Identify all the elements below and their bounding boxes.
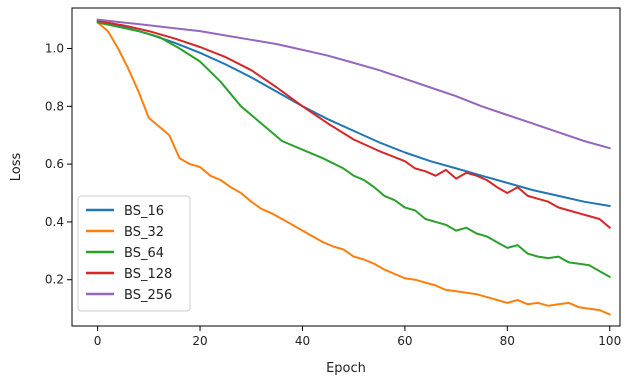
legend-entry-label: BS_256	[124, 288, 172, 303]
y-tick-label: 0.6	[45, 157, 64, 171]
y-tick-label: 0.4	[45, 215, 64, 229]
y-axis-ticks: 0.2 0.4 0.6 0.8 1.0	[45, 41, 72, 287]
legend-entry-label: BS_128	[124, 267, 172, 282]
legend-entry-label: BS_16	[124, 204, 164, 219]
x-tick-label: 100	[598, 334, 621, 348]
series-lines	[96, 18, 611, 316]
legend-box	[77, 195, 191, 312]
series-line-bs-256	[96, 18, 611, 150]
x-tick-label: 40	[295, 334, 310, 348]
legend-entry-label: BS_32	[124, 225, 164, 240]
x-tick-label: 60	[397, 334, 412, 348]
series-line-bs-64	[96, 21, 611, 278]
legend-entry-label: BS_64	[124, 246, 164, 261]
series-line-bs-128	[96, 20, 611, 229]
x-tick-label: 20	[192, 334, 207, 348]
x-axis-label: Epoch	[326, 361, 366, 376]
x-axis-ticks: 0 20 40 60 80 100	[94, 326, 621, 348]
y-tick-label: 0.8	[45, 99, 64, 113]
y-tick-label: 0.2	[45, 273, 64, 287]
legend: BS_16 BS_32 BS_64 BS_128 BS_256	[77, 195, 191, 312]
x-tick-label: 80	[500, 334, 515, 348]
series-line-bs-32	[96, 21, 611, 316]
y-axis-label: Loss	[9, 153, 24, 182]
series-line-bs-16	[96, 20, 611, 207]
y-tick-label: 1.0	[45, 41, 64, 55]
x-tick-label: 0	[94, 334, 102, 348]
